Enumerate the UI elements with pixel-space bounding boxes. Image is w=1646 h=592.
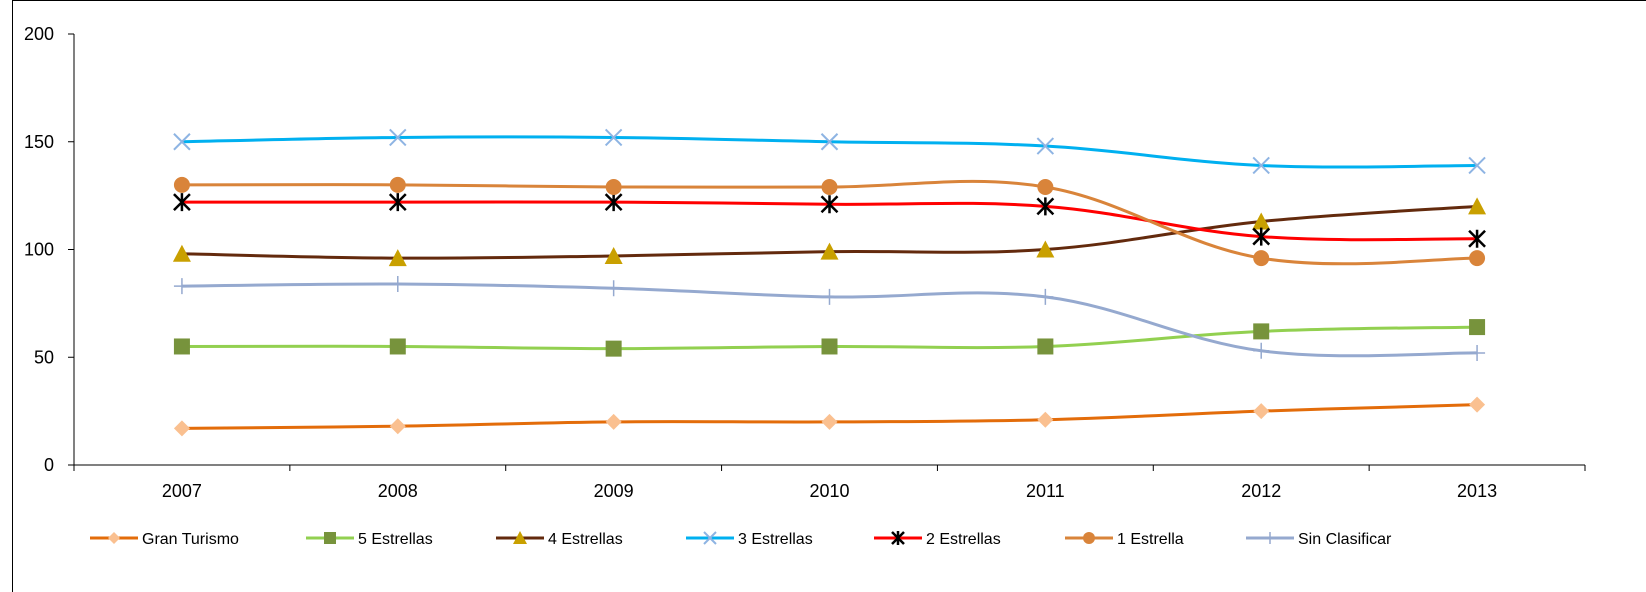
- legend-marker-gran-turismo: [108, 532, 120, 544]
- data-point-gran-turismo: [173, 420, 190, 437]
- data-point-5-estrellas: [1469, 319, 1486, 336]
- data-point-gran-turismo: [605, 413, 622, 430]
- data-point-gran-turismo: [1469, 396, 1486, 413]
- x-tick-label: 2012: [1241, 481, 1281, 501]
- data-point-5-estrellas: [1037, 338, 1054, 355]
- data-point-gran-turismo: [1253, 403, 1270, 420]
- data-point-2-estrellas: [820, 195, 839, 214]
- x-tick-label: 2007: [162, 481, 202, 501]
- legend-label-1-estrella: 1 Estrella: [1117, 531, 1184, 548]
- x-tick-label: 2011: [1026, 481, 1065, 501]
- data-point-4-estrellas: [1468, 197, 1487, 215]
- data-point-sin-clasificar: [173, 278, 190, 295]
- data-point-4-estrellas: [1252, 212, 1271, 230]
- data-point-2-estrellas: [1036, 197, 1055, 216]
- y-tick-label: 50: [34, 347, 54, 367]
- data-point-1-estrella: [389, 176, 406, 193]
- data-point-3-estrellas: [604, 128, 623, 147]
- chart-frame: [12, 0, 1646, 592]
- data-point-1-estrella: [173, 176, 190, 193]
- legend-label-sin-clasificar: Sin Clasificar: [1298, 531, 1392, 548]
- data-point-1-estrella: [605, 179, 622, 196]
- y-tick-label: 150: [24, 132, 54, 152]
- data-point-3-estrellas: [1036, 137, 1055, 155]
- legend-marker-sin-clasificar: [1264, 532, 1276, 544]
- data-point-3-estrellas: [1468, 156, 1486, 175]
- data-point-3-estrellas: [820, 133, 839, 151]
- x-tick-label: 2010: [809, 481, 849, 501]
- data-point-5-estrellas: [389, 338, 406, 355]
- y-tick-label: 0: [44, 455, 54, 475]
- legend-label-4-estrellas: 4 Estrellas: [548, 531, 623, 548]
- data-point-5-estrellas: [1253, 323, 1270, 340]
- data-point-sin-clasificar: [1469, 344, 1486, 361]
- data-point-4-estrellas: [388, 249, 407, 267]
- legend-label-gran-turismo: Gran Turismo: [142, 531, 239, 548]
- legend-marker-1-estrella: [1083, 532, 1095, 544]
- data-point-sin-clasificar: [821, 288, 838, 305]
- data-point-gran-turismo: [821, 413, 838, 430]
- data-point-5-estrellas: [173, 338, 190, 355]
- data-point-4-estrellas: [1036, 240, 1055, 258]
- data-point-2-estrellas: [1252, 227, 1271, 246]
- data-point-5-estrellas: [821, 338, 838, 355]
- data-point-sin-clasificar: [1037, 288, 1054, 305]
- x-tick-label: 2013: [1457, 481, 1497, 501]
- data-point-1-estrella: [1037, 179, 1054, 196]
- data-point-5-estrellas: [605, 340, 622, 357]
- x-tick-label: 2008: [378, 481, 418, 501]
- data-point-4-estrellas: [172, 244, 191, 262]
- legend-marker-4-estrellas: [513, 531, 527, 544]
- data-point-3-estrellas: [173, 133, 191, 151]
- data-point-1-estrella: [1253, 250, 1270, 267]
- legend-marker-3-estrellas: [703, 531, 717, 545]
- data-point-sin-clasificar: [1253, 342, 1270, 359]
- data-point-2-estrellas: [173, 193, 191, 212]
- data-point-2-estrellas: [1468, 229, 1486, 248]
- data-point-sin-clasificar: [605, 280, 622, 297]
- data-point-sin-clasificar: [389, 275, 406, 292]
- x-tick-label: 2009: [594, 481, 634, 501]
- data-point-gran-turismo: [389, 418, 406, 435]
- legend-marker-5-estrellas: [324, 532, 336, 544]
- data-point-4-estrellas: [820, 242, 839, 260]
- data-point-3-estrellas: [389, 128, 407, 147]
- data-point-2-estrellas: [604, 193, 623, 212]
- data-point-gran-turismo: [1037, 411, 1054, 428]
- y-tick-label: 100: [24, 240, 54, 260]
- legend-marker-2-estrellas: [891, 531, 905, 545]
- y-tick-label: 200: [24, 24, 54, 44]
- data-point-2-estrellas: [388, 193, 407, 212]
- data-point-1-estrella: [1469, 250, 1486, 267]
- legend-label-3-estrellas: 3 Estrellas: [738, 531, 813, 548]
- data-point-3-estrellas: [1252, 156, 1270, 175]
- data-point-1-estrella: [821, 179, 838, 196]
- legend-label-2-estrellas: 2 Estrellas: [926, 531, 1001, 548]
- legend-label-5-estrellas: 5 Estrellas: [358, 531, 433, 548]
- data-point-4-estrellas: [604, 246, 623, 264]
